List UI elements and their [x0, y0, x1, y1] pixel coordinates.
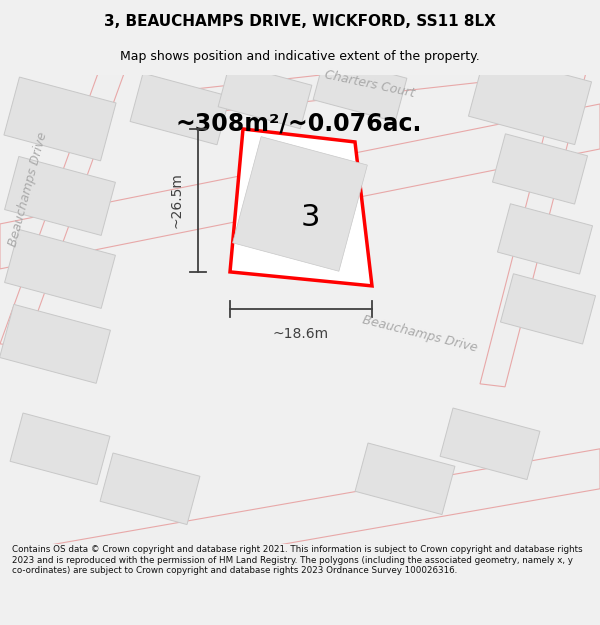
Polygon shape: [150, 44, 600, 119]
Polygon shape: [10, 413, 110, 484]
Polygon shape: [0, 54, 130, 347]
Polygon shape: [230, 129, 372, 286]
Polygon shape: [493, 134, 587, 204]
Text: ~26.5m: ~26.5m: [170, 173, 184, 228]
Text: 3, BEAUCHAMPS DRIVE, WICKFORD, SS11 8LX: 3, BEAUCHAMPS DRIVE, WICKFORD, SS11 8LX: [104, 14, 496, 29]
Polygon shape: [469, 53, 592, 144]
Polygon shape: [0, 449, 600, 594]
Polygon shape: [5, 229, 115, 308]
Polygon shape: [5, 156, 115, 236]
Polygon shape: [4, 77, 116, 161]
Polygon shape: [480, 54, 590, 387]
Polygon shape: [440, 408, 540, 479]
Text: 3: 3: [300, 202, 320, 232]
Polygon shape: [0, 304, 110, 383]
Polygon shape: [218, 63, 312, 129]
Text: Beauchamps Drive: Beauchamps Drive: [7, 130, 50, 248]
Text: Beauchamps Drive: Beauchamps Drive: [361, 313, 479, 354]
Text: Charters Court: Charters Court: [324, 68, 416, 100]
Polygon shape: [313, 56, 407, 122]
Polygon shape: [130, 73, 230, 145]
Polygon shape: [497, 204, 593, 274]
Text: ~18.6m: ~18.6m: [273, 327, 329, 341]
Polygon shape: [100, 453, 200, 524]
Text: Map shows position and indicative extent of the property.: Map shows position and indicative extent…: [120, 50, 480, 62]
Polygon shape: [233, 137, 367, 271]
Polygon shape: [0, 104, 600, 269]
Text: Contains OS data © Crown copyright and database right 2021. This information is : Contains OS data © Crown copyright and d…: [12, 545, 583, 575]
Polygon shape: [355, 443, 455, 514]
Polygon shape: [500, 274, 596, 344]
Text: ~308m²/~0.076ac.: ~308m²/~0.076ac.: [175, 112, 421, 136]
